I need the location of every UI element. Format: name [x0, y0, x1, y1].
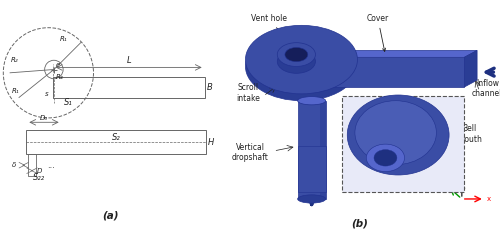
Text: S₁: S₁: [64, 98, 72, 107]
Ellipse shape: [278, 50, 316, 73]
Text: ...: ...: [47, 162, 54, 170]
Text: D₀: D₀: [40, 115, 48, 121]
Bar: [28, 154, 36, 176]
Polygon shape: [316, 57, 464, 87]
Text: B: B: [207, 83, 212, 92]
Text: R₄: R₄: [56, 74, 64, 80]
Text: e: e: [56, 62, 60, 68]
Polygon shape: [464, 50, 477, 87]
Text: S₂₂: S₂₂: [32, 173, 44, 182]
Text: s: s: [45, 91, 48, 97]
Text: y: y: [446, 181, 450, 187]
Text: (a): (a): [102, 210, 118, 220]
Text: Scroll
intake: Scroll intake: [236, 83, 260, 103]
Text: H: H: [208, 138, 214, 147]
Ellipse shape: [366, 144, 405, 172]
Ellipse shape: [348, 95, 449, 175]
Ellipse shape: [374, 150, 397, 166]
Text: (b): (b): [352, 218, 368, 228]
Text: L: L: [126, 56, 131, 65]
Ellipse shape: [298, 195, 326, 203]
Text: R₂: R₂: [11, 57, 18, 63]
Ellipse shape: [246, 32, 358, 101]
Text: δ: δ: [12, 162, 16, 168]
Ellipse shape: [355, 101, 436, 165]
Text: Cover: Cover: [366, 14, 389, 51]
Ellipse shape: [298, 97, 326, 105]
Ellipse shape: [278, 43, 316, 66]
Polygon shape: [320, 101, 326, 199]
Text: Vertical
dropshaft: Vertical dropshaft: [232, 143, 269, 162]
Ellipse shape: [246, 25, 358, 94]
Ellipse shape: [285, 47, 308, 62]
Polygon shape: [316, 50, 477, 57]
Bar: [53, 77, 204, 98]
Text: Inflow
channel: Inflow channel: [472, 79, 500, 98]
Bar: [26, 130, 206, 154]
Bar: [298, 101, 326, 199]
Bar: [342, 96, 464, 192]
Text: D: D: [37, 168, 43, 174]
Text: Bell
mouth: Bell mouth: [457, 124, 482, 144]
Bar: [298, 146, 326, 192]
Text: Vent hole: Vent hole: [250, 14, 292, 45]
Text: R₁: R₁: [12, 88, 20, 94]
Text: z: z: [460, 170, 464, 176]
Text: S₂: S₂: [112, 133, 120, 142]
Text: x: x: [488, 196, 492, 202]
Text: R₁: R₁: [60, 36, 67, 42]
